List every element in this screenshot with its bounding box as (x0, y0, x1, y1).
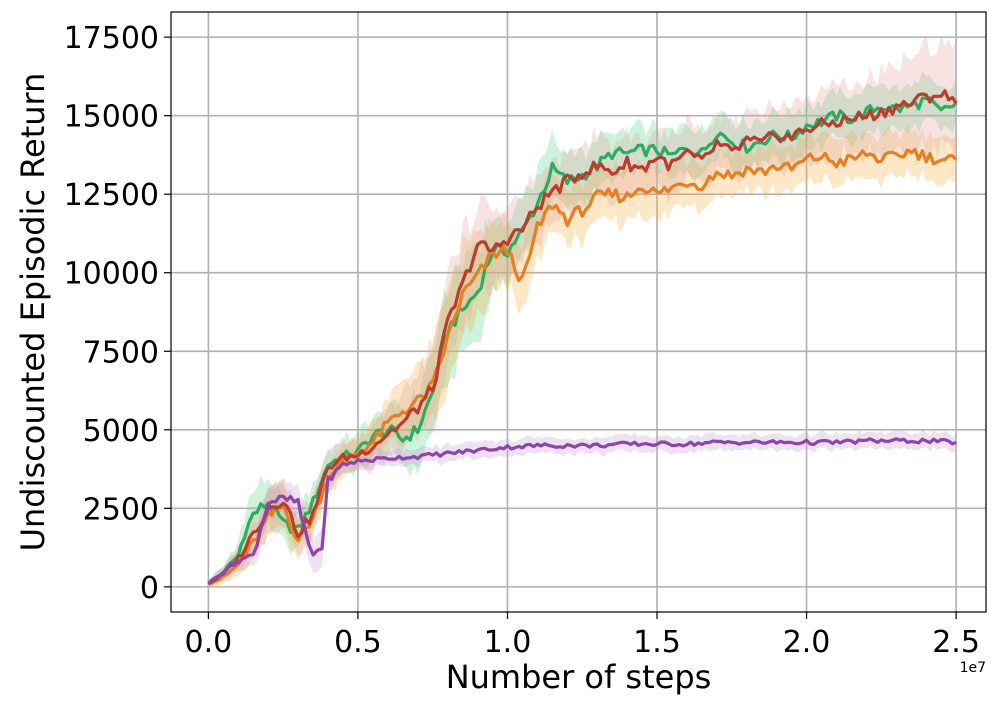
x-tick-label: 2.5 (932, 625, 980, 660)
series-line-4 (207, 437, 957, 585)
y-axis-ticks: 0 2500 5000 7500 10000 12500 15000 17500 (64, 21, 171, 606)
x-tick-label: 0.5 (334, 625, 382, 660)
series-band-4 (208, 429, 957, 588)
series-lines (207, 89, 958, 586)
plot-frame (170, 11, 987, 613)
y-tick-label: 17500 (64, 21, 159, 56)
series-band-3 (208, 34, 957, 588)
y-tick-label: 10000 (64, 257, 159, 292)
x-tick-label: 0.0 (185, 625, 233, 660)
grid (171, 12, 986, 612)
series-line-3 (207, 89, 958, 586)
y-tick-label: 12500 (64, 178, 159, 213)
x-axis-offset-label: 1e7 (960, 660, 986, 676)
x-tick-label: 2.0 (783, 625, 831, 660)
x-tick-label: 1.0 (484, 625, 532, 660)
series-line-1 (207, 96, 958, 585)
x-tick-label: 1.5 (633, 625, 681, 660)
x-axis-label: Number of steps (446, 658, 712, 696)
y-axis-label: Undiscounted Episodic Return (14, 73, 52, 552)
y-tick-label: 2500 (83, 492, 159, 527)
y-tick-label: 15000 (64, 100, 159, 135)
y-tick-label: 7500 (83, 335, 159, 370)
x-axis-ticks: 0.0 0.5 1.0 1.5 2.0 2.5 (185, 612, 980, 660)
y-tick-label: 0 (140, 571, 159, 606)
y-tick-label: 5000 (83, 414, 159, 449)
